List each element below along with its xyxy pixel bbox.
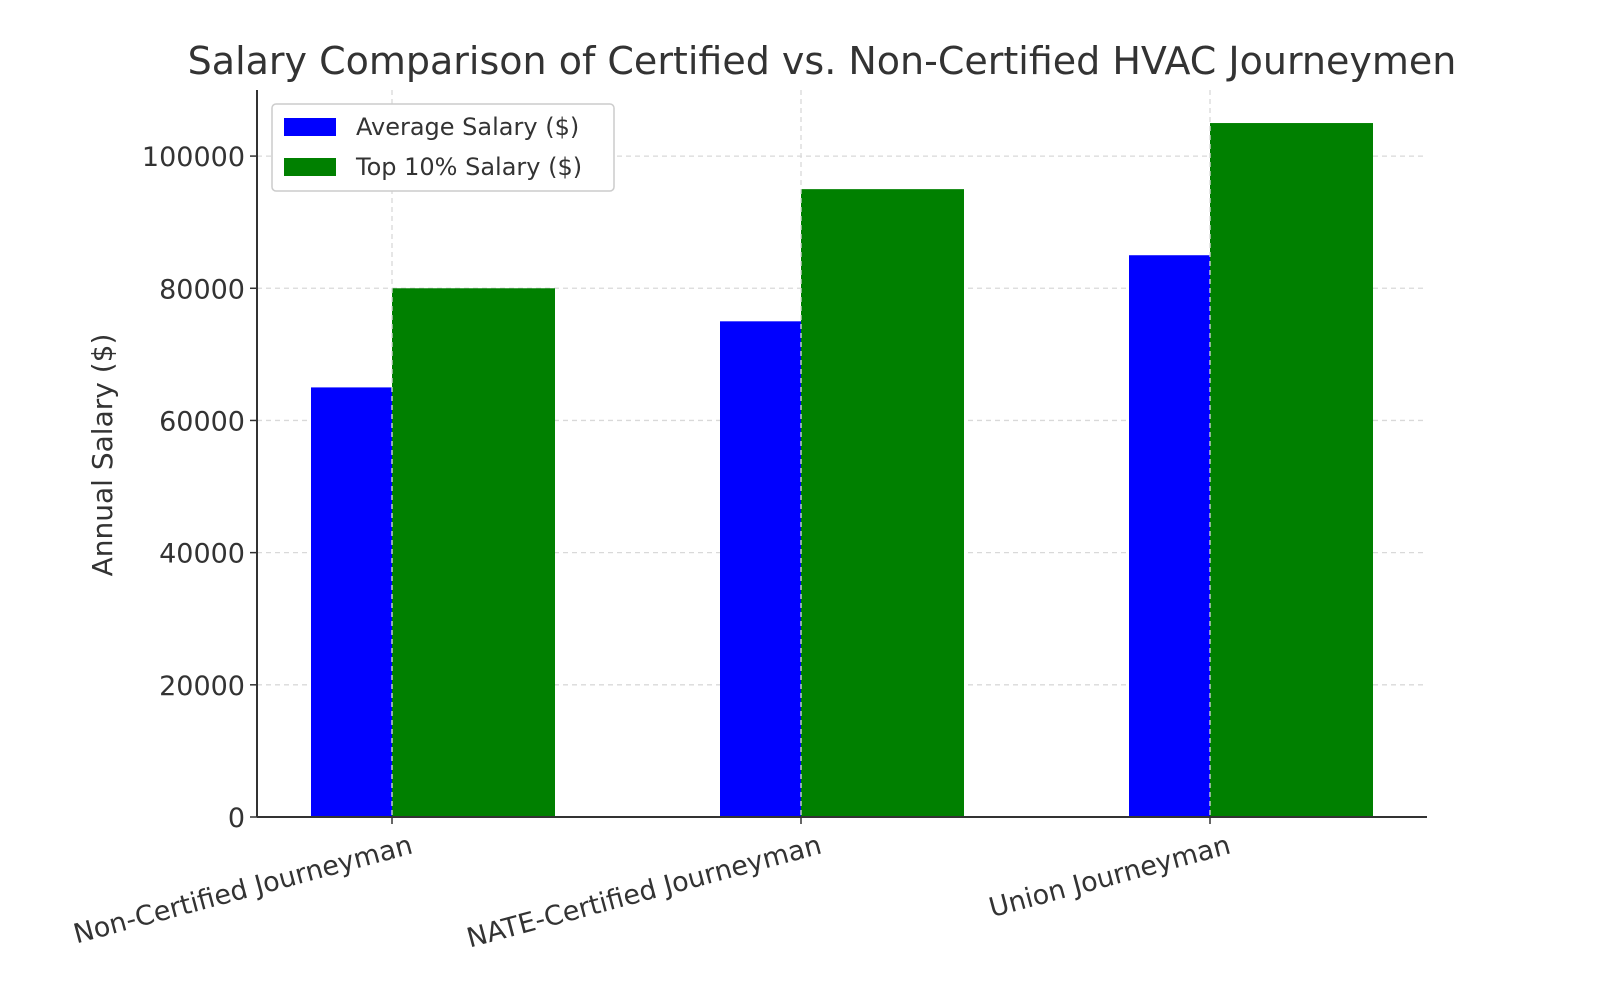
x-tick-label: Union Journeyman [986,830,1234,924]
y-tick-label: 80000 [159,274,245,305]
y-tick-label: 20000 [159,671,245,702]
chart-title: Salary Comparison of Certified vs. Non-C… [188,39,1457,83]
y-axis-ticks: 0 20000 40000 60000 80000 100000 [142,142,257,834]
y-tick-label: 60000 [159,406,245,437]
legend-frame [271,103,615,192]
axes [256,90,1427,818]
bar-average-salary-non-certified-journeyman [311,387,392,817]
y-tick-label: 40000 [159,539,245,570]
legend-swatch-top-10-salary [284,158,336,176]
bars [311,90,1373,818]
x-axis-ticks: Non-Certified Journeyman NATE-Certified J… [70,817,1234,954]
bar-average-salary-nate-certified-journeyman [720,321,801,817]
y-axis-label: Annual Salary ($) [86,334,119,577]
legend-label-average-salary: Average Salary ($) [356,113,579,141]
x-tick-label: Non-Certified Journeyman [70,830,416,950]
bar-average-salary-union-journeyman [1129,255,1210,817]
y-tick-label: 100000 [142,142,245,173]
legend: Average Salary ($) Top 10% Salary ($) [271,103,615,192]
y-tick-label: 0 [228,803,245,834]
bar-top-10-salary-union-journeyman [1210,123,1373,817]
x-tick-label: NATE-Certified Journeyman [464,830,825,955]
bar-top-10-salary-non-certified-journeyman [392,288,555,818]
legend-swatch-average-salary [284,118,336,136]
legend-label-top-10-salary: Top 10% Salary ($) [355,153,582,181]
bar-top-10-salary-nate-certified-journeyman [801,189,964,818]
